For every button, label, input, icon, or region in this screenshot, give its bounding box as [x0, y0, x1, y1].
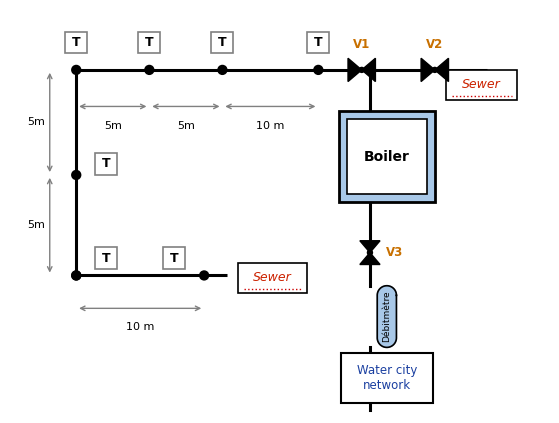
Text: 5m: 5m — [104, 121, 122, 131]
Text: 10 m: 10 m — [126, 322, 154, 332]
Polygon shape — [360, 253, 380, 264]
Polygon shape — [421, 58, 435, 82]
Circle shape — [145, 66, 153, 74]
Bar — [377, 295, 396, 338]
Circle shape — [72, 66, 80, 74]
Text: T: T — [102, 157, 110, 170]
Text: V2: V2 — [426, 38, 443, 52]
Text: T: T — [102, 252, 110, 265]
Text: T: T — [218, 36, 227, 49]
Bar — [163, 247, 186, 269]
Polygon shape — [360, 241, 380, 253]
Text: Sewer: Sewer — [253, 272, 292, 284]
Bar — [446, 70, 517, 99]
Circle shape — [432, 67, 437, 72]
Polygon shape — [435, 58, 448, 82]
Polygon shape — [377, 286, 396, 347]
Text: 5m: 5m — [27, 220, 45, 230]
Text: V3: V3 — [386, 246, 403, 259]
Circle shape — [72, 271, 80, 280]
Polygon shape — [348, 58, 362, 82]
Circle shape — [219, 66, 226, 74]
Text: V1: V1 — [353, 38, 371, 52]
Text: Water city
network: Water city network — [357, 364, 417, 392]
Bar — [347, 119, 427, 194]
Text: 5m: 5m — [177, 121, 195, 131]
Bar — [139, 32, 160, 53]
Text: Boiler: Boiler — [364, 150, 410, 164]
Text: T: T — [314, 36, 323, 49]
Text: Débitmètre: Débitmètre — [382, 291, 391, 342]
Text: Sewer: Sewer — [462, 78, 501, 91]
Text: 10 m: 10 m — [256, 121, 285, 131]
Text: T: T — [72, 36, 80, 49]
Circle shape — [72, 271, 80, 280]
Circle shape — [367, 250, 372, 255]
Polygon shape — [362, 58, 376, 82]
Bar — [65, 32, 87, 53]
Text: T: T — [170, 252, 179, 265]
Text: 5m: 5m — [27, 118, 45, 127]
Circle shape — [72, 171, 80, 179]
Circle shape — [359, 67, 364, 72]
Bar — [307, 32, 329, 53]
Text: T: T — [145, 36, 154, 49]
Bar — [95, 153, 117, 175]
Bar — [95, 247, 117, 269]
Circle shape — [314, 66, 323, 74]
Bar — [238, 263, 307, 293]
Circle shape — [200, 271, 209, 280]
Bar — [211, 32, 233, 53]
Bar — [339, 111, 435, 202]
Bar — [341, 353, 433, 404]
